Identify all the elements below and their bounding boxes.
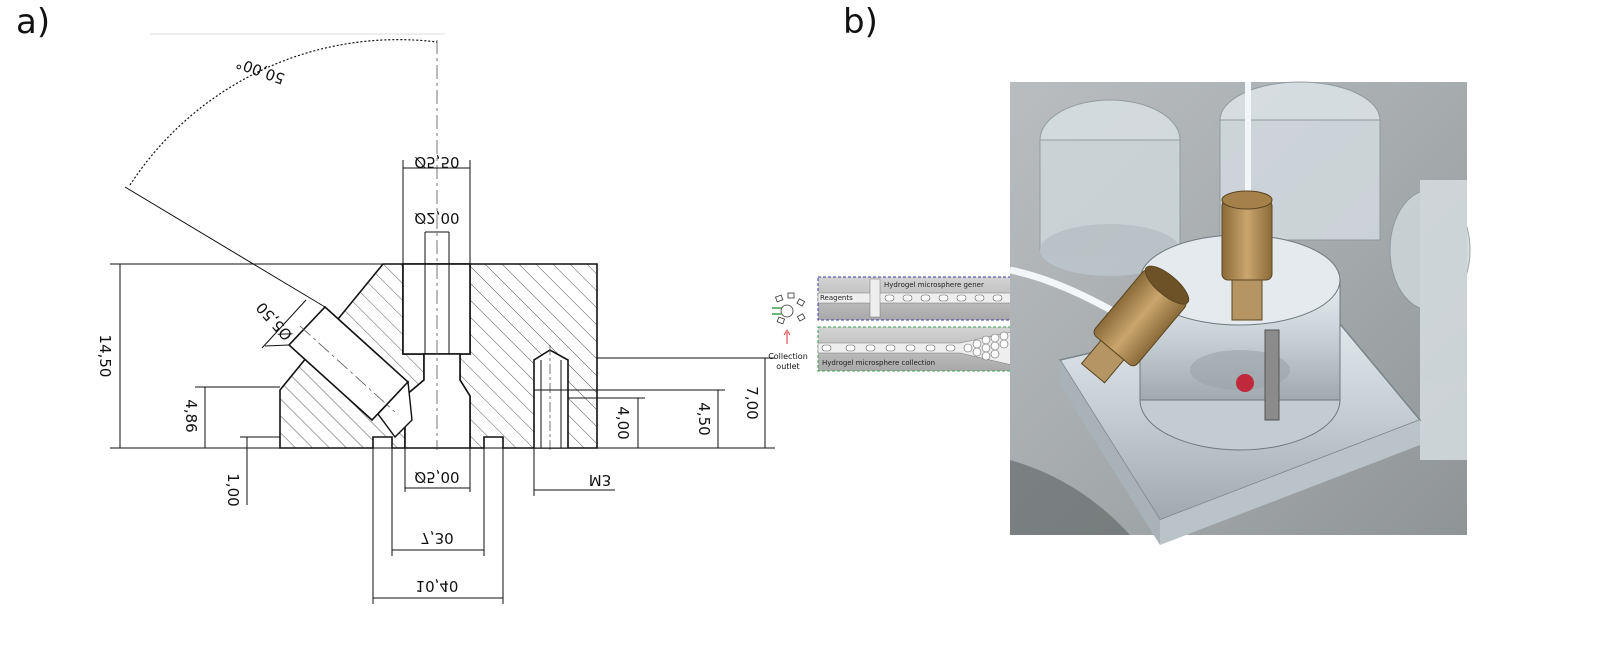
- dim-mid-height-1: 4,00: [614, 406, 632, 439]
- outlet-label-line1: Collection: [768, 352, 808, 361]
- cross-section-drawing: [110, 33, 775, 604]
- dim-bottom-bore: Ø5,00: [414, 468, 459, 486]
- dim-top-outer: Ø5,50: [414, 153, 459, 171]
- collection-outlet-icon: [772, 292, 806, 344]
- generation-label: Hydrogel microsphere gener: [884, 281, 984, 289]
- outlet-label-line2: outlet: [776, 362, 799, 371]
- panel-label-a: a): [16, 2, 51, 42]
- reagents-label: Reagents: [820, 294, 853, 302]
- dim-thread: M3: [589, 471, 612, 489]
- dim-total-height: 14,50: [96, 335, 114, 378]
- dim-angled-bore: Ø5,50: [252, 299, 296, 345]
- dim-inner-width: 7,30: [420, 529, 453, 547]
- collection-label: Hydrogel microsphere collection: [822, 359, 935, 367]
- dim-top-inner: Ø2,00: [414, 209, 459, 227]
- dim-small-height: 1,00: [224, 473, 242, 506]
- panel-label-b: b): [843, 2, 878, 42]
- device-photo: [1009, 81, 1471, 545]
- dim-mid-height-2: 4,50: [695, 402, 713, 435]
- dim-left-height: 4,86: [182, 399, 200, 432]
- dim-angle: 50,00°: [234, 54, 288, 88]
- dim-outer-width: 10,40: [416, 577, 459, 595]
- dim-right-height: 7,00: [743, 386, 761, 419]
- microfluidic-inset: Collection outlet Hydrogel microsphere g…: [768, 276, 1013, 372]
